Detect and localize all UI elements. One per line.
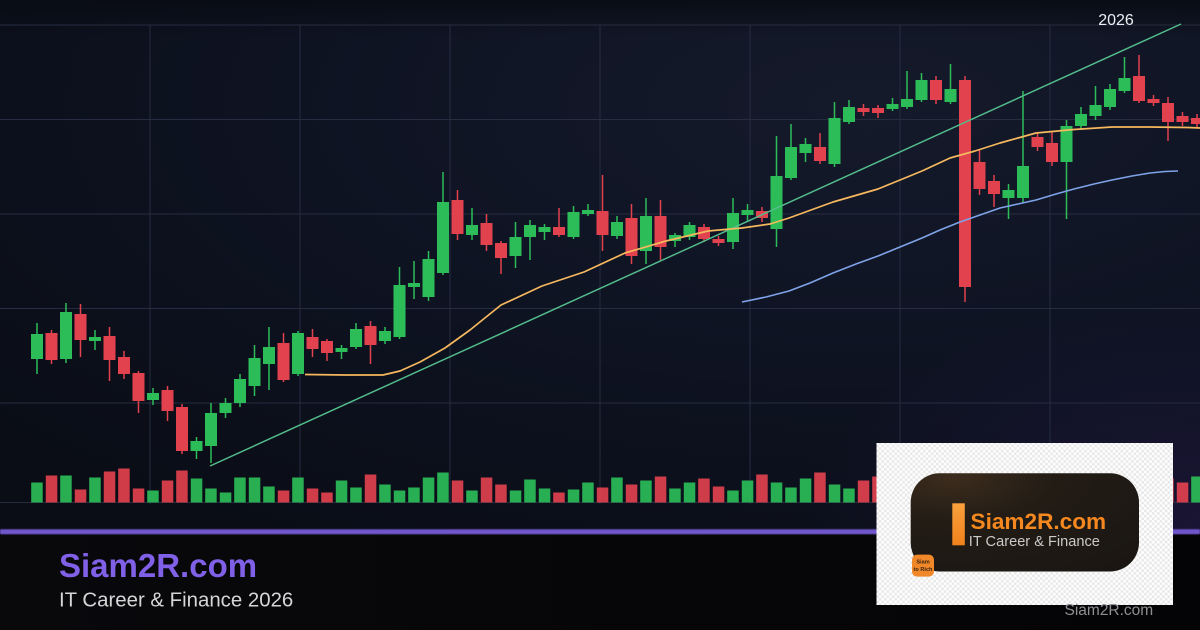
svg-text:IT Career & Finance 2026: IT Career & Finance 2026 xyxy=(59,590,293,612)
svg-text:Siam2R.com: Siam2R.com xyxy=(971,509,1107,534)
svg-text:Siam: Siam xyxy=(916,560,929,566)
svg-text:IT Career & Finance: IT Career & Finance xyxy=(969,534,1100,550)
svg-text:Siam2R.com: Siam2R.com xyxy=(59,547,257,584)
svg-text:2026: 2026 xyxy=(1098,12,1134,29)
svg-text:to Rich: to Rich xyxy=(914,567,934,573)
svg-text:Siam2R.com: Siam2R.com xyxy=(1065,602,1154,619)
